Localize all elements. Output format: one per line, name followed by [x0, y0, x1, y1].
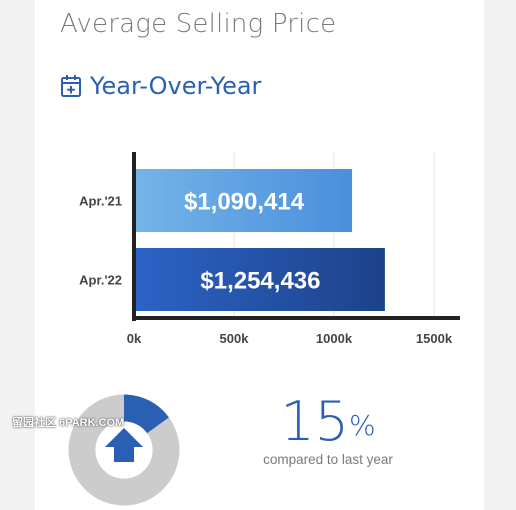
category-label: Apr.'21 — [79, 194, 122, 209]
bar-value-label: $1,254,436 — [200, 268, 320, 295]
bar — [134, 169, 353, 232]
bar-value-label: $1,090,414 — [184, 189, 305, 216]
change-percentage: 15% — [240, 390, 416, 454]
donut-progress-arc — [123, 394, 169, 434]
category-label: Apr.'22 — [79, 273, 122, 288]
subtitle: Year-Over-Year — [90, 72, 262, 100]
change-unit: % — [349, 409, 376, 442]
arrow-up-icon — [105, 428, 143, 462]
change-caption: compared to last year — [263, 452, 393, 467]
calendar-plus-icon — [60, 74, 82, 98]
bar — [134, 248, 385, 311]
page-title: Average Selling Price — [60, 9, 337, 39]
x-tick-label: 1000k — [316, 331, 353, 346]
change-value: 15 — [280, 390, 350, 453]
x-tick-label: 500k — [220, 331, 250, 346]
watermark: 留园社区 6PARK.COM — [12, 417, 125, 429]
x-tick-label: 0k — [127, 331, 142, 346]
change-donut — [68, 394, 180, 506]
x-tick-label: 1500k — [416, 331, 453, 346]
bar-chart: $1,090,414 Apr.'21 $1,254,436 Apr.'22 0k 500k… — [79, 152, 460, 346]
subtitle-row: Year-Over-Year — [60, 70, 261, 102]
